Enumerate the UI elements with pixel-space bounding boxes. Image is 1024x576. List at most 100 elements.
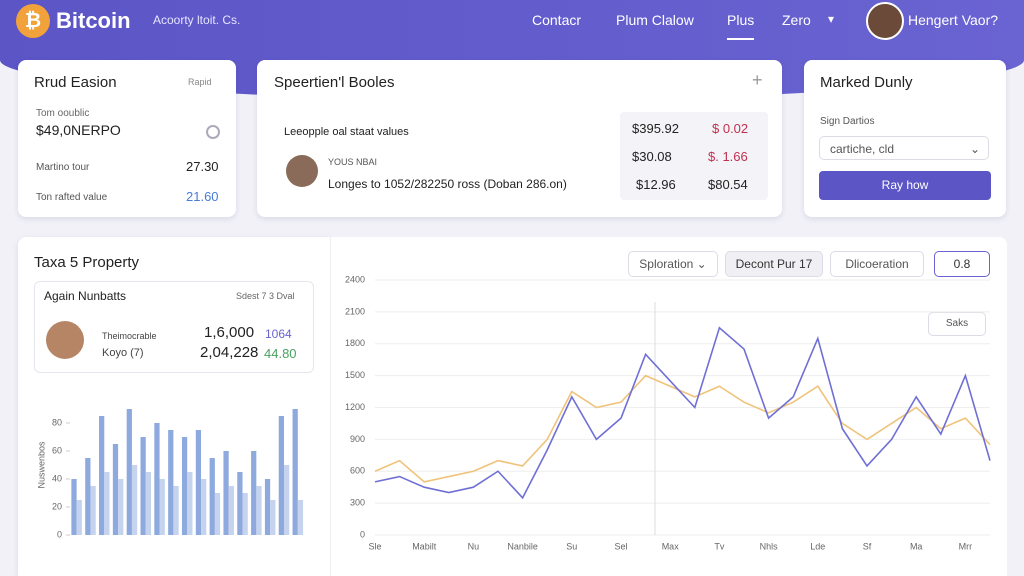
row-label: Theimocrable [102, 331, 157, 341]
y-tick-label: 2400 [345, 274, 365, 284]
card-action[interactable]: Rapid [188, 77, 212, 87]
sub-title: Again Nunbatts [44, 289, 127, 303]
bar [242, 493, 248, 535]
line [374, 326, 991, 500]
nav-link[interactable]: Contacr [532, 12, 582, 28]
y-tick-label: 0 [360, 529, 365, 539]
bar [71, 479, 77, 535]
sub-action[interactable]: Sdest 7 3 Dval [236, 291, 295, 301]
filter[interactable]: Dlicoeration [830, 251, 924, 277]
value-input[interactable]: 0.8 [934, 251, 990, 277]
radio[interactable] [206, 125, 220, 139]
bar [140, 437, 146, 535]
row-value: $12.96 [636, 177, 676, 192]
select[interactable]: cartiche, cld ⌄ [819, 136, 989, 160]
bar [228, 486, 234, 535]
y-tick-label: 900 [350, 434, 365, 444]
line-chart: 0 300 600 900 1200 1500 1800 2100 2400 Sle Mabilt N… [345, 274, 991, 551]
row-value: 27.30 [186, 159, 219, 174]
row-change: $80.54 [708, 177, 748, 192]
bar [201, 479, 207, 535]
y-tick-label: 1500 [345, 370, 365, 380]
nav-link[interactable]: Zero [782, 12, 811, 28]
dropdown-text: Sploration [639, 257, 694, 271]
bar [237, 472, 243, 535]
user-name[interactable]: Hengert Vaor? [908, 12, 999, 28]
row-value: $395.92 [632, 121, 679, 136]
row-label: Longes to 1052/282250 ross (Doban 286.on… [328, 177, 567, 191]
legend-button[interactable]: Saks [928, 312, 986, 336]
subtitle: Acoorty ltoit. Cs. [153, 13, 241, 27]
panel-title: Taxa 5 Property [34, 254, 140, 271]
sub-panel [34, 281, 314, 373]
bar [181, 437, 188, 535]
select-caret: ⌄ [969, 142, 980, 156]
panel [330, 237, 1007, 576]
x-tick-label: Nanbile [507, 541, 538, 551]
x-tick-label: Sel [614, 541, 627, 551]
row-change: 44.80 [264, 346, 297, 361]
x-tick-label: Tv [714, 541, 724, 551]
button[interactable]: Ray how [819, 171, 991, 200]
x-tick-label: Sf [863, 541, 872, 551]
row-value: 1,6,000 [204, 324, 255, 341]
row-change: $. 1.66 [708, 149, 748, 164]
bar [270, 500, 276, 535]
avatar [286, 155, 318, 187]
x-tick-label: Ma [910, 541, 923, 551]
bar [99, 416, 105, 535]
bar [187, 472, 193, 535]
line [374, 374, 991, 483]
bar [223, 451, 229, 535]
x-tick-label: Mabilt [412, 541, 437, 551]
y-tick-label: 300 [350, 498, 365, 508]
row-label: YOUS NBAI [328, 157, 378, 167]
card-title: Marked Dunly [820, 74, 913, 91]
row-label: Leeopple oal staat values [284, 126, 409, 138]
nav-link[interactable]: Plum Clalow [616, 12, 694, 28]
avatar [46, 321, 84, 359]
y-tick-label: 80 [52, 417, 62, 427]
bar [264, 479, 271, 535]
y-tick-label: 60 [52, 445, 62, 455]
x-tick-label: Su [566, 541, 577, 551]
bar [90, 486, 96, 535]
bar [76, 500, 82, 535]
row-label: Martino tour [36, 162, 90, 173]
bar [112, 444, 119, 535]
row-label: Ton rafted value [36, 192, 108, 203]
bar [292, 409, 298, 535]
row-value: 21.60 [186, 189, 219, 204]
bar [131, 465, 138, 535]
y-tick-label: 40 [52, 473, 62, 483]
y-tick-label: 0 [57, 529, 62, 539]
x-tick-label: Max [662, 541, 680, 551]
y-tick-label: 20 [52, 501, 62, 511]
bar [297, 500, 304, 535]
y-axis-label: Nuswenbos [36, 441, 46, 489]
bar [118, 479, 124, 535]
bar [278, 416, 284, 535]
amount: $49,0NERPO [36, 122, 121, 138]
row-value: $30.08 [632, 149, 672, 164]
nav-caret[interactable]: ▾ [828, 12, 835, 26]
y-tick-label: 1200 [345, 402, 365, 412]
bar [209, 458, 215, 535]
tab[interactable]: Decont Pur 17 [725, 251, 823, 277]
bar [126, 409, 132, 535]
x-tick-label: Nhls [760, 541, 779, 551]
card [18, 60, 236, 217]
y-tick-label: 600 [350, 466, 365, 476]
dropdown[interactable]: Sploration ⌄ [628, 251, 718, 277]
label: Sign Dartios [820, 116, 875, 127]
y-tick-label: 2100 [345, 306, 365, 316]
avatar[interactable] [866, 2, 904, 40]
row-change: 1064 [265, 327, 292, 341]
card-title: Rrud Easion [34, 74, 117, 91]
nav-link[interactable]: Plus [727, 12, 755, 40]
brand[interactable]: Bitcoin [56, 8, 131, 33]
bar [145, 472, 152, 535]
add-button[interactable]: + [752, 70, 763, 90]
x-tick-label: Sle [368, 541, 381, 551]
